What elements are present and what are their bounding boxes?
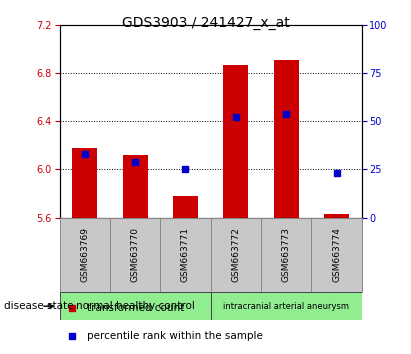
Text: GSM663773: GSM663773: [282, 227, 291, 282]
Text: GSM663774: GSM663774: [332, 227, 341, 282]
Bar: [261, 218, 312, 292]
Text: GDS3903 / 241427_x_at: GDS3903 / 241427_x_at: [122, 16, 289, 30]
Bar: [160, 218, 210, 292]
Bar: [60, 292, 211, 320]
Bar: [210, 292, 362, 320]
Bar: [210, 218, 261, 292]
Bar: [110, 218, 160, 292]
Text: GSM663770: GSM663770: [131, 227, 140, 282]
Text: GSM663771: GSM663771: [181, 227, 190, 282]
Bar: [122, 155, 148, 218]
Bar: [173, 196, 198, 218]
Bar: [324, 214, 349, 218]
Bar: [60, 218, 110, 292]
Bar: [72, 148, 97, 218]
Bar: [274, 60, 299, 218]
Bar: [223, 64, 248, 218]
Text: GSM663772: GSM663772: [231, 227, 240, 282]
Text: disease state: disease state: [4, 301, 74, 311]
Bar: [312, 218, 362, 292]
Text: normal healthy control: normal healthy control: [76, 301, 194, 311]
Text: percentile rank within the sample: percentile rank within the sample: [87, 331, 263, 341]
Text: intracranial arterial aneurysm: intracranial arterial aneurysm: [223, 302, 349, 311]
Text: transformed count: transformed count: [87, 303, 184, 313]
Text: GSM663769: GSM663769: [80, 227, 89, 282]
